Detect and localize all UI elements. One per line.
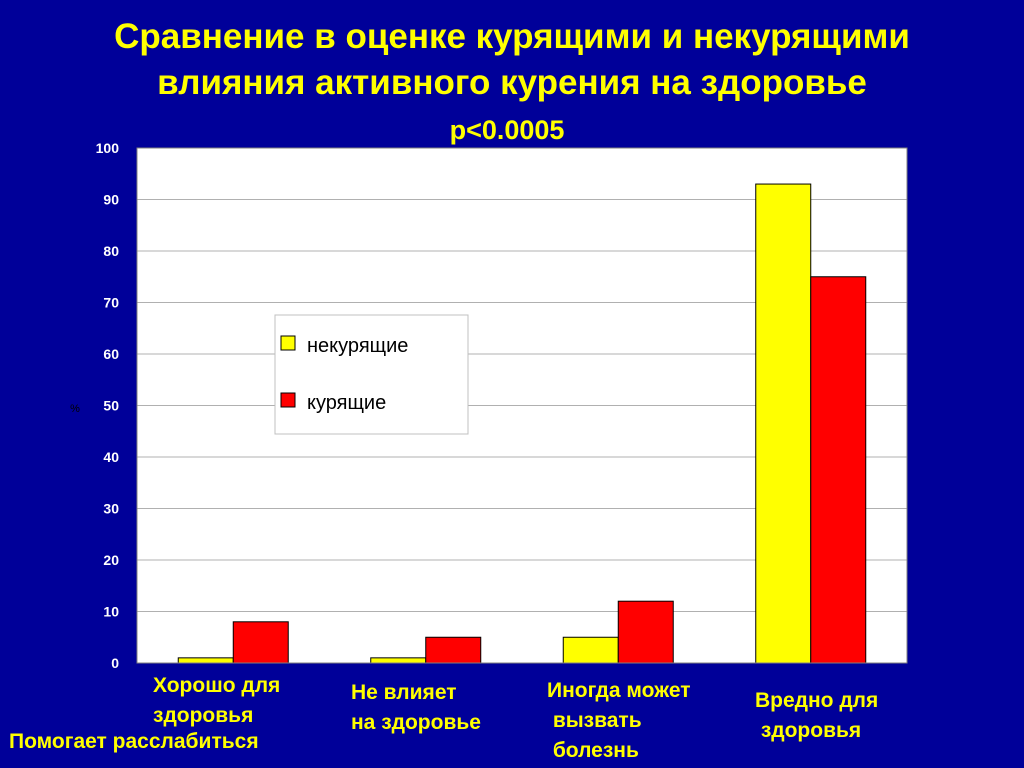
slide-title: Сравнение в оценке курящими и некурящими… [0,14,1024,106]
y-tick-label: 70 [103,295,119,311]
y-tick-label: 40 [103,449,119,465]
bar-nonsmokers [562,636,619,664]
y-tick-label: 30 [103,501,119,517]
bar-nonsmokers [755,183,812,664]
legend-label: некурящие [307,335,408,357]
bar-smokers [232,621,289,664]
legend-swatch [280,335,296,351]
category-label-3: Иногда может вызвать болезнь [547,679,691,762]
title-line-2: влияния активного курения на здоровье [157,63,867,102]
category-label-1: Хорошо для здоровья [153,674,281,727]
y-tick-label: 80 [103,243,119,259]
category-label-4: Вредно для здоровья [755,689,879,742]
bar-smokers [425,636,482,664]
y-tick-label: 20 [103,552,119,568]
title-line-1: Сравнение в оценке курящими и некурящими [114,17,910,56]
y-tick-label: 100 [96,140,120,156]
plot-border [136,147,908,664]
bar-nonsmokers [370,657,427,664]
y-tick-label: 90 [103,192,119,208]
y-tick-label: 0 [111,655,119,671]
p-value: р<0.0005 [449,115,565,145]
legend-box [274,314,469,435]
y-axis-label: % [70,403,80,415]
category-label-2: Не влияет на здоровье [351,681,481,734]
legend-swatch [280,392,296,408]
y-tick-label: 50 [103,398,119,414]
legend-label: курящие [307,392,386,414]
y-tick-label: 10 [103,604,119,620]
bar-smokers [617,600,674,664]
extra-category-label: Помогает расслабиться [9,730,259,753]
y-tick-label: 60 [103,346,119,362]
bar-smokers [810,276,867,664]
bar-nonsmokers [177,657,234,664]
